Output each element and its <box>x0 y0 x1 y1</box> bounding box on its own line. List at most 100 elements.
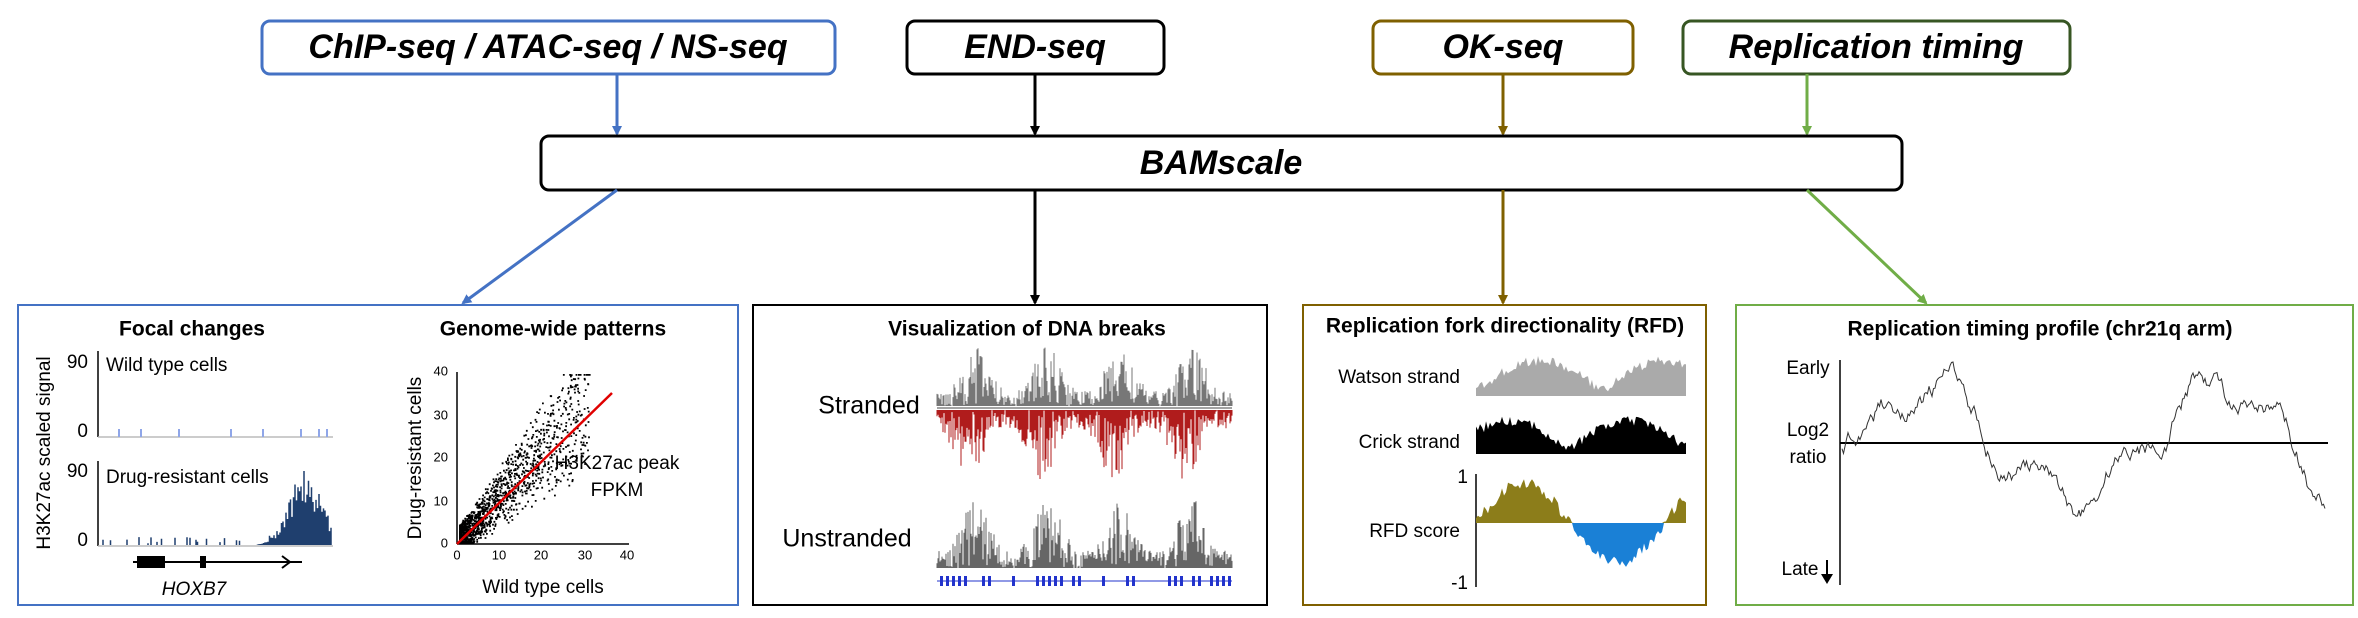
axis-label: Drug-resistant cells <box>405 377 426 540</box>
panel <box>1735 304 2354 606</box>
exon <box>1048 576 1051 586</box>
rfd-tracks <box>1476 356 1686 567</box>
signal-area <box>1476 416 1686 454</box>
signal-bar <box>140 429 142 437</box>
panel-title: Genome-wide patterns <box>440 318 666 341</box>
panel <box>17 304 739 606</box>
exon <box>1228 576 1231 586</box>
panel-title: Visualization of DNA breaks <box>888 318 1166 341</box>
panel-title: Focal changes <box>119 318 265 341</box>
panel <box>1302 304 1707 606</box>
axis-top: Early <box>1786 358 1830 379</box>
panel-title: Replication timing profile (chr21q arm) <box>1847 318 2232 341</box>
exon <box>958 576 961 586</box>
x-tick-label: 0 <box>453 547 460 562</box>
signal-bar <box>230 429 232 437</box>
exon <box>1072 576 1075 586</box>
axis-min: -1 <box>1451 573 1468 594</box>
panel-title: Replication fork directionality (RFD) <box>1326 315 1684 338</box>
exon <box>1036 576 1039 586</box>
axis-label: H3K27ac scaled signal <box>34 356 55 549</box>
exon <box>964 576 967 586</box>
exon <box>940 576 943 586</box>
x-tick-label: 20 <box>534 547 548 562</box>
exon <box>1078 576 1081 586</box>
signal-bar <box>326 429 328 437</box>
exon <box>1222 576 1225 586</box>
signal-bar <box>262 429 264 437</box>
exon <box>1012 576 1015 586</box>
input-label: Replication timing <box>1729 28 2024 66</box>
gene-label: HOXB7 <box>162 579 228 600</box>
scatter-points <box>459 374 591 544</box>
y-tick-label: 30 <box>434 407 448 422</box>
signal-area <box>1476 356 1686 396</box>
track-label: Watson strand <box>1338 367 1460 388</box>
tool-box <box>539 134 1904 192</box>
track-label: Unstranded <box>782 525 911 553</box>
exon <box>988 576 991 586</box>
track-max: 90 <box>67 352 88 373</box>
exon <box>1102 576 1105 586</box>
rfd-negative <box>1476 523 1686 567</box>
arrow <box>1805 188 1928 305</box>
exon <box>946 576 949 586</box>
y-tick-label: 0 <box>441 535 448 550</box>
exon <box>1180 576 1183 586</box>
exon <box>1192 576 1195 586</box>
arrow <box>461 188 618 305</box>
fit-line <box>456 392 613 545</box>
gene-model <box>133 555 302 569</box>
track-label: Stranded <box>818 392 919 420</box>
track-max: 90 <box>67 461 88 482</box>
input-box <box>260 19 837 76</box>
y-tick-label: 10 <box>434 493 448 508</box>
exon <box>1132 576 1135 586</box>
exon <box>1198 576 1201 586</box>
y-tick-label: 20 <box>434 449 448 464</box>
signal <box>936 347 1233 406</box>
timing-trace <box>1841 361 2326 517</box>
exon <box>1210 576 1213 586</box>
input-label: ChIP-seq / ATAC-seq / NS-seq <box>308 28 787 66</box>
signal-bar <box>318 429 320 437</box>
exon <box>1054 576 1057 586</box>
exon <box>982 576 985 586</box>
scatter-dots <box>459 374 591 544</box>
axis-middle: ratio <box>1790 447 1827 468</box>
track-label: Wild type cells <box>106 355 227 376</box>
x-tick-label: 40 <box>620 547 634 562</box>
x-tick-label: 30 <box>578 547 592 562</box>
axis-bottom: Late <box>1782 559 1819 580</box>
signal <box>936 501 1233 568</box>
track-label: Crick strand <box>1359 432 1460 453</box>
track-label: RFD score <box>1369 521 1460 542</box>
rfd-positive <box>1476 479 1686 523</box>
break-tracks <box>936 347 1233 586</box>
input-label: OK-seq <box>1443 28 1564 66</box>
signal-bar <box>300 429 302 437</box>
exon <box>1168 576 1171 586</box>
x-tick-label: 10 <box>492 547 506 562</box>
input-label: END-seq <box>964 28 1106 66</box>
annotation: H3K27ac peak <box>555 453 680 474</box>
exon <box>1060 576 1063 586</box>
axis-label: Wild type cells <box>482 577 603 598</box>
exon <box>1042 576 1045 586</box>
exon <box>1174 576 1177 586</box>
track-label: Drug-resistant cells <box>106 467 269 488</box>
track-min: 0 <box>77 530 88 551</box>
y-tick-label: 40 <box>434 363 448 378</box>
tool-label: BAMscale <box>1140 144 1303 182</box>
exon <box>1126 576 1129 586</box>
exon <box>952 576 955 586</box>
signal-bar <box>178 429 180 437</box>
axis-max: 1 <box>1457 467 1468 488</box>
input-box <box>1681 19 2072 76</box>
signal <box>936 410 1233 479</box>
annotation: FPKM <box>591 480 644 501</box>
track-min: 0 <box>77 421 88 442</box>
axis-middle: Log2 <box>1787 420 1829 441</box>
signal-bar <box>118 429 120 437</box>
